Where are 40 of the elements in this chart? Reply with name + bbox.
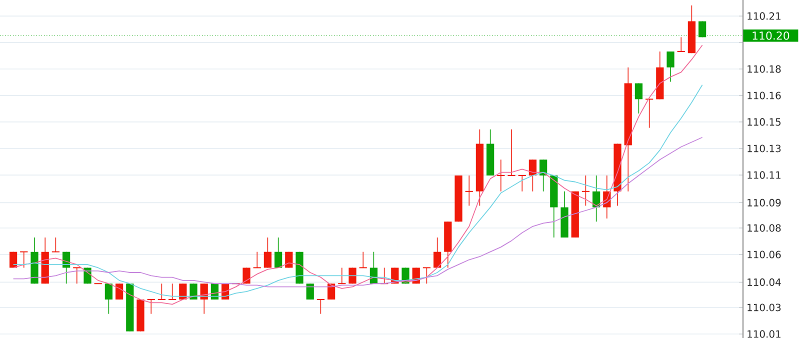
- y-tick-label: 110.15: [748, 118, 781, 126]
- candlestick: [252, 251, 262, 268]
- candlestick: [157, 283, 166, 300]
- candlestick: [634, 82, 643, 114]
- y-tick-label: 110.13: [748, 144, 781, 152]
- candlestick: [518, 175, 526, 192]
- candlestick: [115, 283, 124, 300]
- y-tick-label: 110.03: [748, 304, 781, 312]
- y-tick-label: 110.16: [748, 92, 781, 100]
- candlestick: [464, 175, 474, 206]
- candlestick: [20, 251, 28, 268]
- candlestick: [422, 267, 432, 284]
- candlestick: [666, 51, 674, 82]
- y-tick-label: 110.21: [748, 12, 780, 20]
- candlestick: [51, 237, 60, 252]
- candlestick: [496, 159, 506, 192]
- candlestick: [104, 283, 113, 314]
- y-tick-label: 110.06: [748, 250, 781, 258]
- candlestick: [264, 237, 272, 268]
- candlestick: [146, 299, 156, 314]
- candlestick: [348, 267, 356, 284]
- y-tick-label: 110.09: [748, 198, 781, 206]
- candlestick: [581, 175, 590, 206]
- candlestick: [316, 299, 326, 314]
- candlestick: [72, 267, 82, 284]
- ref-line-label: 110.20: [752, 31, 790, 40]
- y-tick-label: 110.11: [748, 171, 780, 179]
- candlestick: [539, 159, 548, 192]
- candlestick: [274, 237, 282, 268]
- candlestick: [507, 129, 516, 176]
- y-tick-label: 110.01: [748, 330, 780, 338]
- candlestick: [168, 283, 177, 300]
- y-tick-label: 110.08: [748, 224, 781, 232]
- candlestick: [528, 159, 537, 192]
- candlestick: [676, 36, 686, 52]
- candlestick: [338, 267, 346, 284]
- y-tick-label: 110.18: [748, 65, 781, 73]
- candlestick: [358, 251, 368, 268]
- candlestick: [433, 237, 442, 268]
- y-tick-label: 110.04: [748, 278, 781, 286]
